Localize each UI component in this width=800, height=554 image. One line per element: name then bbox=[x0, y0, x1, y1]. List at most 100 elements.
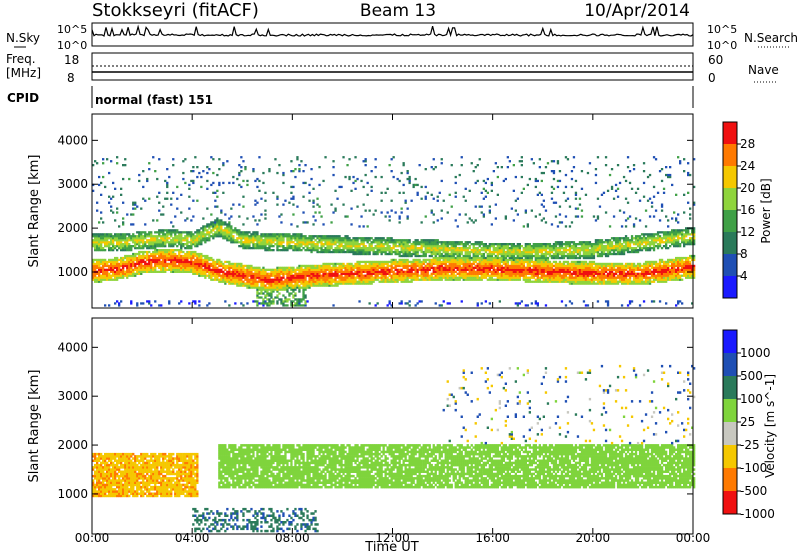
heatmap-cell bbox=[386, 241, 389, 244]
heatmap-cell bbox=[542, 270, 545, 273]
heatmap-cell bbox=[442, 262, 445, 266]
heatmap-cell bbox=[316, 264, 319, 268]
heatmap-cell bbox=[406, 264, 409, 268]
heatmap-cell bbox=[534, 268, 537, 271]
heatmap-cell bbox=[362, 280, 365, 283]
heatmap-cell bbox=[496, 247, 499, 250]
heatmap-cell bbox=[178, 302, 181, 305]
heatmap-cell bbox=[284, 247, 287, 250]
heatmap-cell bbox=[492, 270, 495, 273]
heatmap-cell bbox=[492, 245, 495, 248]
heatmap-cell bbox=[218, 258, 221, 262]
heatmap-cell bbox=[222, 262, 225, 266]
heatmap-cell bbox=[110, 209, 113, 212]
heatmap-cell bbox=[276, 294, 279, 297]
heatmap-cell bbox=[94, 233, 97, 236]
heatmap-cell bbox=[554, 262, 558, 266]
heatmap-cell bbox=[344, 282, 347, 285]
heatmap-cell bbox=[200, 235, 203, 238]
heatmap-cell bbox=[534, 280, 537, 283]
heatmap-cell bbox=[512, 272, 515, 275]
heatmap-cell bbox=[450, 276, 453, 279]
heatmap-cell bbox=[176, 241, 179, 244]
heatmap-cell bbox=[158, 304, 161, 307]
heatmap-cell bbox=[238, 237, 241, 240]
heatmap-cell bbox=[140, 245, 143, 248]
heatmap-cell bbox=[270, 270, 273, 273]
heatmap-cell bbox=[364, 209, 367, 212]
heatmap-cell bbox=[260, 268, 263, 271]
heatmap-cell bbox=[552, 272, 556, 275]
heatmap-cell bbox=[118, 247, 121, 250]
heatmap-cell bbox=[276, 296, 279, 299]
heatmap-cell bbox=[434, 243, 437, 246]
heatmap-cell bbox=[468, 272, 471, 275]
heatmap-cell bbox=[316, 268, 319, 271]
heatmap-cell bbox=[258, 302, 261, 305]
heatmap-cell bbox=[484, 274, 487, 277]
heatmap-cell bbox=[154, 254, 157, 258]
heatmap-cell bbox=[364, 250, 367, 254]
heatmap-cell bbox=[386, 211, 389, 214]
heatmap-cell bbox=[186, 243, 189, 246]
heatmap-cell bbox=[198, 239, 201, 242]
heatmap-cell bbox=[486, 247, 489, 250]
heatmap-cell bbox=[228, 227, 231, 230]
heatmap-cell bbox=[174, 270, 177, 273]
heatmap-cell bbox=[118, 225, 121, 228]
heatmap-cell bbox=[138, 250, 141, 254]
heatmap-cell bbox=[330, 237, 333, 240]
heatmap-cell bbox=[112, 247, 115, 250]
heatmap-cell bbox=[314, 282, 317, 285]
heatmap-cell bbox=[480, 274, 483, 277]
heatmap-cell bbox=[444, 254, 447, 258]
heatmap-cell bbox=[422, 252, 425, 256]
heatmap-cell bbox=[516, 250, 519, 254]
heatmap-cell bbox=[186, 264, 189, 268]
heatmap-cell bbox=[178, 250, 181, 254]
heatmap-cell bbox=[478, 249, 481, 252]
heatmap-cell bbox=[286, 266, 289, 269]
heatmap-cell bbox=[286, 274, 289, 277]
heatmap-cell bbox=[494, 217, 497, 220]
heatmap-cell bbox=[430, 278, 433, 281]
heatmap-cell bbox=[168, 233, 171, 236]
heatmap-cell bbox=[416, 278, 419, 281]
heatmap-cell bbox=[472, 256, 475, 260]
heatmap-cell bbox=[382, 274, 385, 277]
heatmap-cell bbox=[198, 254, 201, 258]
heatmap-cell bbox=[234, 302, 237, 305]
heatmap-cell bbox=[334, 237, 337, 240]
heatmap-cell bbox=[508, 250, 511, 254]
heatmap-cell bbox=[354, 272, 357, 275]
heatmap-cell bbox=[148, 243, 151, 246]
heatmap-cell bbox=[128, 260, 131, 264]
heatmap-cell bbox=[130, 235, 133, 238]
heatmap-cell bbox=[404, 280, 407, 283]
heatmap-cell bbox=[446, 274, 449, 277]
heatmap-cell bbox=[504, 276, 507, 279]
heatmap-cell bbox=[338, 185, 341, 189]
heatmap-cell bbox=[342, 266, 345, 269]
heatmap-cell bbox=[336, 237, 339, 240]
heatmap-cell bbox=[408, 179, 411, 183]
heatmap-cell bbox=[392, 262, 395, 266]
heatmap-cell bbox=[518, 302, 521, 305]
heatmap-cell bbox=[178, 258, 181, 262]
heatmap-cell bbox=[414, 177, 417, 181]
heatmap-cell bbox=[442, 266, 445, 269]
heatmap-cell bbox=[464, 243, 467, 246]
heatmap-cell bbox=[336, 274, 339, 277]
heatmap-cell bbox=[218, 219, 221, 222]
heatmap-cell bbox=[164, 260, 167, 264]
heatmap-cell bbox=[410, 252, 413, 256]
heatmap-cell bbox=[102, 266, 105, 269]
heatmap-cell bbox=[350, 247, 353, 250]
heatmap-cell bbox=[388, 250, 391, 254]
heatmap-cell bbox=[154, 247, 157, 250]
heatmap-cell bbox=[364, 262, 367, 266]
heatmap-cell bbox=[316, 280, 319, 283]
heatmap-cell bbox=[138, 245, 141, 248]
heatmap-cell bbox=[178, 231, 181, 234]
heatmap-cell bbox=[364, 249, 367, 252]
